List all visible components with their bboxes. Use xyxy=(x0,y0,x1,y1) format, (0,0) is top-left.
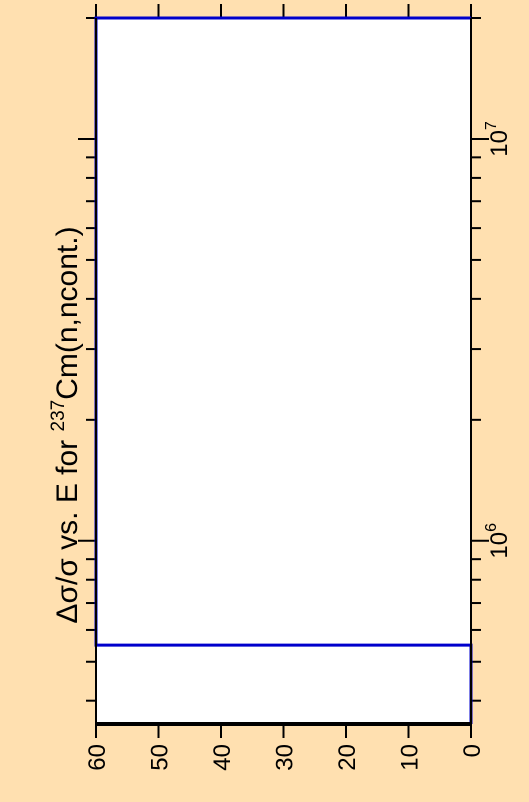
x-tick-label-exponent: 6 xyxy=(483,523,500,532)
y-tick-label-40: 40 xyxy=(209,744,236,771)
x-tick-label-base: 10 xyxy=(486,532,513,559)
chart-title-superscript: 237 xyxy=(48,400,69,432)
y-tick-label-60: 60 xyxy=(84,744,111,771)
plot-area xyxy=(96,18,471,724)
y-tick-label-0: 0 xyxy=(459,744,486,757)
y-tick-label-30: 30 xyxy=(272,744,299,771)
chart-title: Δσ/σ vs. E for 237Cm(n,ncont.) xyxy=(48,226,84,623)
y-axis: 0 10 20 30 40 50 60 xyxy=(84,4,486,771)
y-tick-label-20: 20 xyxy=(334,744,361,771)
x-tick-label-1e6: 106 xyxy=(483,523,513,559)
chart-title-prefix: Δσ/σ vs. E for xyxy=(51,431,84,623)
x-tick-label-base: 10 xyxy=(486,130,513,157)
chart-title-suffix: Cm(n,ncont.) xyxy=(51,226,84,399)
x-tick-label-exponent: 7 xyxy=(483,121,500,130)
x-tick-label-1e7: 107 xyxy=(483,121,513,157)
y-tick-label-50: 50 xyxy=(147,744,174,771)
y-tick-label-10: 10 xyxy=(397,744,424,771)
